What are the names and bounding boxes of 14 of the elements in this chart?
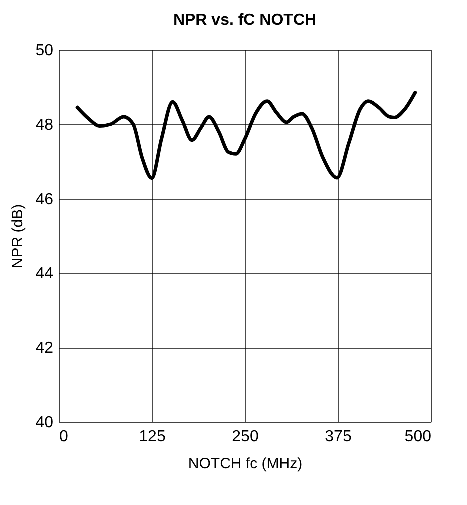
y-tick-label: 48 bbox=[36, 116, 54, 134]
y-axis-title: NPR (dB) bbox=[10, 204, 27, 269]
x-axis-title: NOTCH fc (MHz) bbox=[188, 456, 303, 472]
y-tick-label: 44 bbox=[36, 266, 54, 283]
y-tick-label: 42 bbox=[36, 340, 54, 358]
y-tick-label: 50 bbox=[36, 42, 54, 60]
x-tick-label: 0 bbox=[60, 428, 68, 446]
x-tick-label: 125 bbox=[139, 428, 166, 446]
y-tick-label: 46 bbox=[36, 191, 54, 208]
x-tick-label: 500 bbox=[404, 428, 432, 446]
x-tick-label: 375 bbox=[325, 428, 352, 446]
x-tick-label: 250 bbox=[232, 428, 259, 446]
y-tick-label: 40 bbox=[36, 414, 54, 432]
chart-title: NPR vs. fC NOTCH bbox=[173, 12, 317, 29]
